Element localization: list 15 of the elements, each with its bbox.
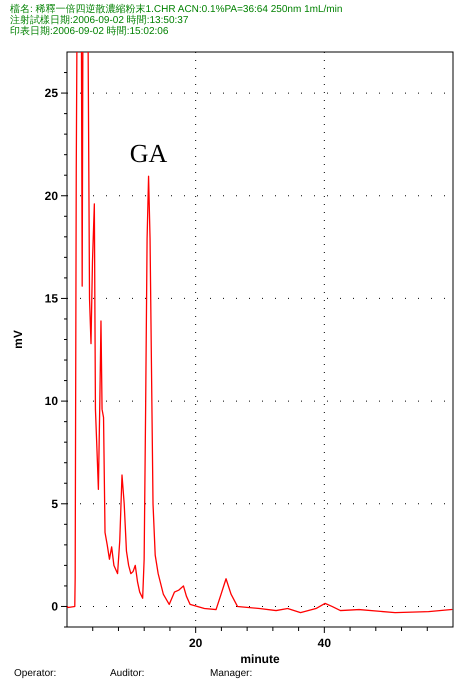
text: Operator: [14, 668, 56, 679]
y-tick-label: 25 [44, 86, 58, 100]
y-tick-label: 5 [51, 496, 58, 511]
text: Manager: [210, 668, 252, 679]
annotation: GA [130, 139, 168, 168]
y-tick-label: 20 [44, 188, 58, 203]
chart-title: 檔名: 稀釋一倍四逆散濃縮粉末1.CHR ACN:0.1%PA=36:64 250nm 1mL/min [10, 3, 342, 15]
text: Auditor: [110, 668, 144, 679]
x-tick-label: 40 [318, 636, 332, 650]
y-tick-label: 15 [44, 291, 58, 306]
x-axis-title: minute [240, 652, 280, 666]
y-tick-label: 0 [51, 599, 58, 614]
y-axis-title: mV [11, 330, 25, 349]
chart-subtitle: 注射試樣日期:2006-09-02 時間:13:50:37 印表日期:2006-09-02 時間:15:02:06 [10, 14, 189, 37]
y-tick-label: 10 [44, 394, 58, 408]
